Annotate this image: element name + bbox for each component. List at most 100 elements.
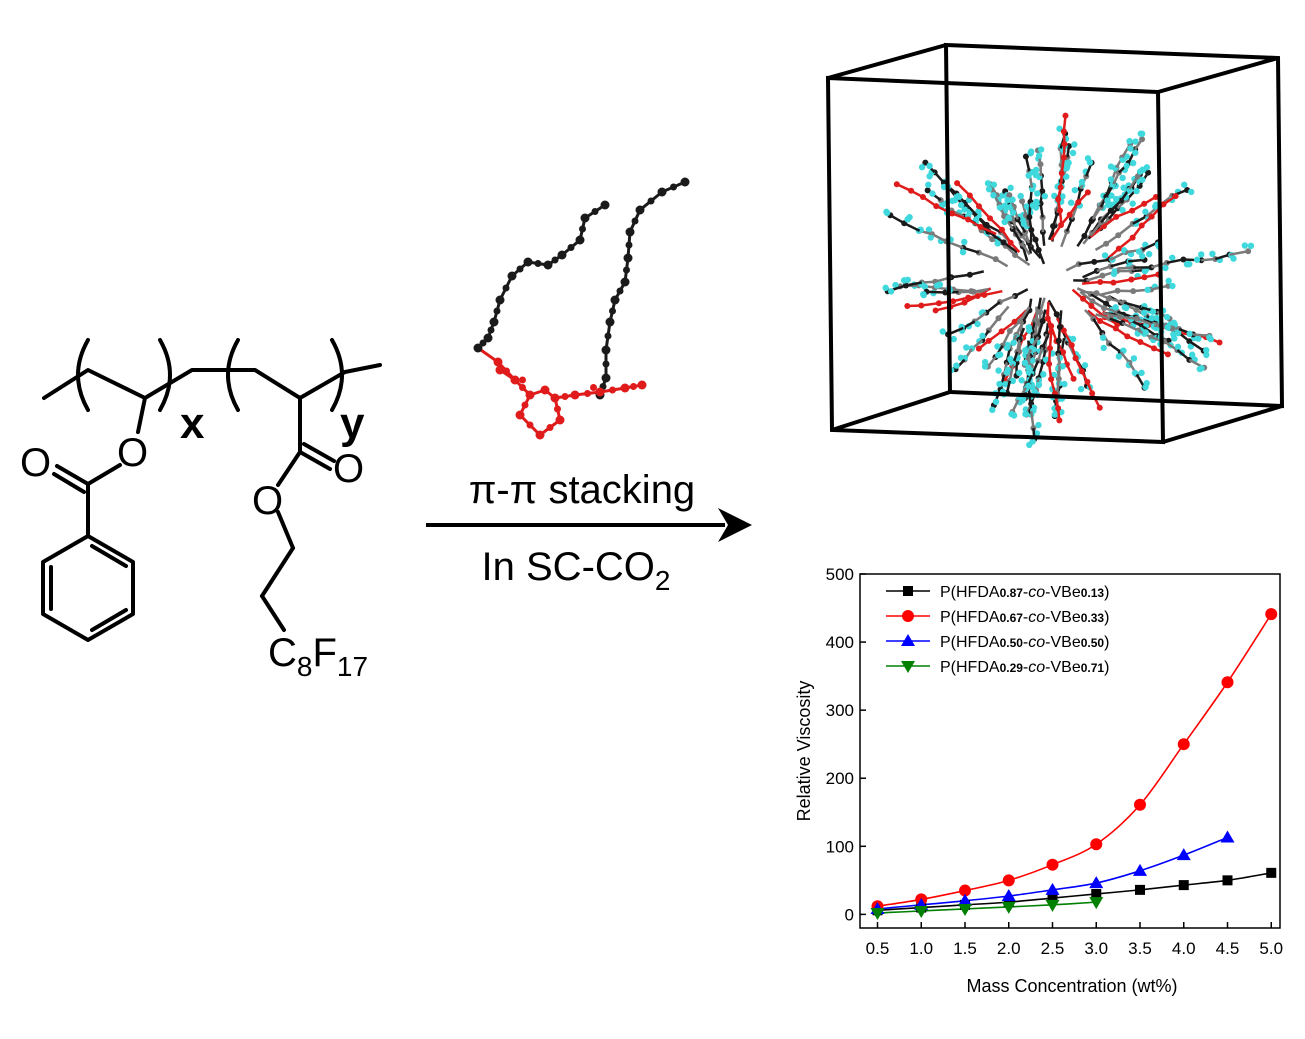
box-fluorine-atom xyxy=(1152,203,1159,210)
box-atom xyxy=(1062,112,1069,119)
molecule-atom xyxy=(610,295,620,305)
y-axis-label: Relative Viscosity xyxy=(794,681,814,822)
molecule-atom xyxy=(479,339,487,347)
molecule-atom xyxy=(580,213,590,223)
data-point xyxy=(870,908,885,921)
box-fluorine-atom xyxy=(1123,162,1130,170)
box-fluorine-atom xyxy=(1142,383,1149,391)
box-fluorine-atom xyxy=(1037,146,1045,153)
molecule-atom xyxy=(609,386,616,394)
data-point xyxy=(1177,738,1190,751)
box-fluorine-atom xyxy=(974,320,981,328)
box-fluorine-atom xyxy=(1027,148,1035,155)
box-fluorine-atom xyxy=(1162,264,1169,272)
molecule-atom xyxy=(601,373,611,383)
x-tick-label: 2.5 xyxy=(1041,939,1065,958)
molecule-atom xyxy=(625,227,635,237)
box-fluorine-atom xyxy=(1071,141,1078,148)
box-fluorine-atom xyxy=(990,181,998,188)
box-fluorine-atom xyxy=(1138,369,1145,377)
molecule-atom xyxy=(620,383,630,393)
molecule-atom xyxy=(609,307,616,315)
box-fluorine-atom xyxy=(1247,242,1255,250)
box-bond xyxy=(1050,224,1063,241)
molecule-atom xyxy=(647,197,655,205)
box-fluorine-atom xyxy=(1042,356,1050,363)
box-fluorine-atom xyxy=(1023,203,1031,210)
box-fluorine-atom xyxy=(959,248,967,256)
box-fluorine-atom xyxy=(989,406,996,414)
molecule-atom xyxy=(473,343,483,353)
box-fluorine-atom xyxy=(904,216,911,223)
box-fluorine-atom xyxy=(950,335,957,343)
molecule-atom xyxy=(503,367,510,375)
molecule-atom xyxy=(540,385,550,395)
box-fluorine-atom xyxy=(926,162,933,170)
box-fluorine-atom xyxy=(1181,181,1188,188)
molecule-atom xyxy=(657,187,667,197)
molecule-atom xyxy=(584,390,591,397)
box-fluorine-atom xyxy=(925,181,932,188)
box-fluorine-atom xyxy=(1129,200,1136,207)
box-fluorine-atom xyxy=(1141,267,1149,275)
box-fluorine-atom xyxy=(1063,163,1071,170)
legend-label: P(HFDA0.67-co-VBe0.33) xyxy=(940,609,1109,626)
box-atom xyxy=(1245,248,1252,255)
box-fluorine-atom xyxy=(887,288,895,295)
box-fluorine-atom xyxy=(1016,369,1023,377)
box-bond xyxy=(1081,280,1101,285)
box-bond xyxy=(978,251,997,261)
data-point xyxy=(959,884,971,897)
box-fluorine-atom xyxy=(981,358,989,366)
box-fluorine-atom xyxy=(984,180,992,187)
molecule-atom xyxy=(555,415,565,425)
plot-frame xyxy=(859,573,1281,929)
box-fluorine-atom xyxy=(1209,250,1216,258)
box-fluorine-atom xyxy=(1035,421,1042,429)
molecule-atom xyxy=(670,183,677,191)
box-fluorine-atom xyxy=(1142,329,1149,336)
box-atom xyxy=(1006,192,1013,199)
box-fluorine-atom xyxy=(904,276,911,283)
molecule-atom xyxy=(534,260,542,267)
x-tick-label: 4.0 xyxy=(1172,939,1196,958)
molecule-atom xyxy=(623,266,630,274)
box-fluorine-atom xyxy=(995,367,1002,374)
molecule-atom xyxy=(487,326,495,334)
data-point xyxy=(1176,848,1191,861)
box-fluorine-atom xyxy=(1169,254,1176,261)
box-fluorine-atom xyxy=(1001,218,1008,226)
molecule-atom xyxy=(483,333,493,343)
box-fluorine-atom xyxy=(1142,208,1149,215)
box-atom xyxy=(1164,351,1171,358)
box-atom xyxy=(1216,339,1223,346)
paren-y-open xyxy=(226,338,240,412)
data-point xyxy=(1221,676,1234,689)
box-fluorine-atom xyxy=(1130,355,1138,362)
box-atom xyxy=(975,345,982,352)
paren-x-open xyxy=(76,338,90,412)
box-fluorine-atom xyxy=(1007,203,1014,211)
molecule-atom xyxy=(557,250,567,260)
box-fluorine-atom xyxy=(990,192,997,199)
y-tick-label: 100 xyxy=(826,837,854,856)
box-bond xyxy=(1123,301,1143,309)
molecule-atom xyxy=(635,205,645,215)
box-fluorine-atom xyxy=(1165,277,1172,285)
box-fluorine-atom xyxy=(1003,344,1011,351)
molecule-atom xyxy=(561,393,569,400)
data-point xyxy=(1090,838,1103,851)
box-fluorine-atom xyxy=(918,163,926,171)
data-point xyxy=(1001,901,1016,914)
molecule-atom xyxy=(525,390,535,400)
box-fluorine-atom xyxy=(1004,196,1011,204)
box-fluorine-atom xyxy=(1171,335,1178,342)
box-fluorine-atom xyxy=(939,328,946,335)
box-fluorine-atom xyxy=(1063,173,1070,180)
data-point xyxy=(1002,874,1015,887)
box-fluorine-atom xyxy=(936,281,944,288)
box-atom xyxy=(932,307,939,314)
box-fluorine-atom xyxy=(1140,309,1148,316)
box-fluorine-atom xyxy=(1119,206,1126,214)
